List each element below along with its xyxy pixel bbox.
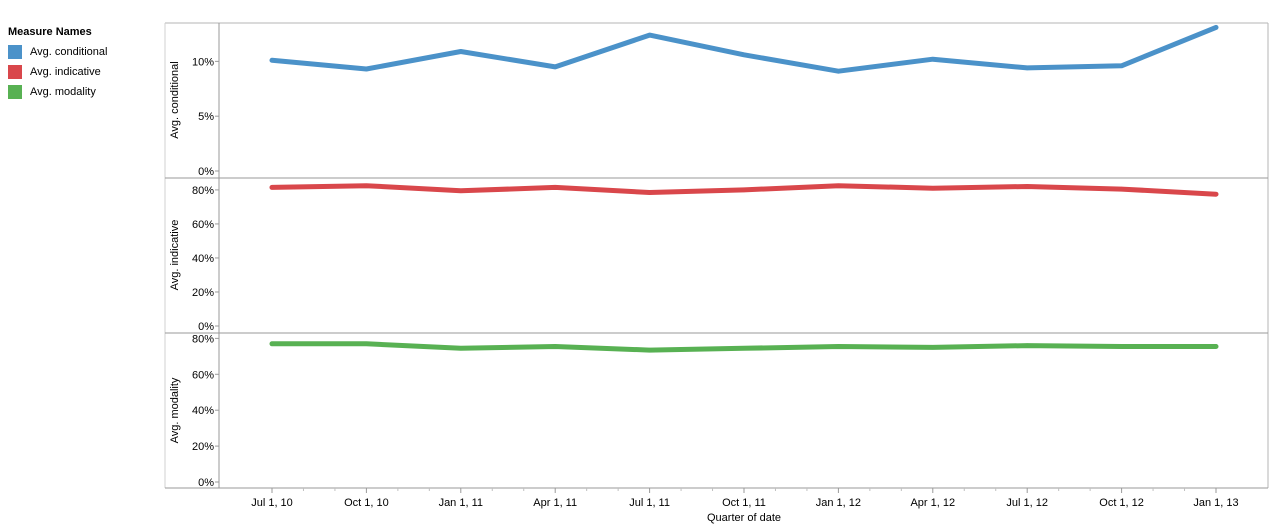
x-tick-label: Oct 1, 12 — [1099, 497, 1144, 509]
data-point-indicative — [836, 183, 841, 188]
y-tick-label-modality: 0% — [198, 477, 214, 489]
y-tick-label-conditional: 10% — [192, 56, 214, 68]
x-tick-label: Oct 1, 11 — [722, 497, 766, 509]
data-point-indicative — [364, 183, 369, 188]
y-tick-label-indicative: 0% — [198, 321, 214, 333]
legend-swatch-indicative — [8, 65, 22, 79]
data-point-indicative — [930, 186, 935, 191]
legend-swatch-conditional — [8, 45, 22, 59]
legend-label-conditional: Avg. conditional — [30, 46, 108, 58]
data-point-indicative — [1213, 191, 1219, 197]
data-point-indicative — [458, 188, 463, 193]
data-point-conditional — [1119, 63, 1124, 68]
x-tick-label: Oct 1, 10 — [344, 497, 389, 509]
y-tick-label-indicative: 40% — [192, 253, 214, 265]
data-point-modality — [930, 345, 935, 350]
legend-label-modality: Avg. modality — [30, 86, 96, 98]
x-tick-label: Jul 1, 10 — [251, 497, 293, 509]
x-tick-label: Jul 1, 12 — [1006, 497, 1048, 509]
y-tick-label-indicative: 20% — [192, 287, 214, 299]
pane-indicative: 0% 20% 40% 60% 80% Avg. indicative — [165, 177, 1268, 333]
data-point-modality — [269, 341, 275, 346]
y-tick-label-indicative: 80% — [192, 185, 214, 197]
data-point-modality — [1119, 344, 1124, 349]
y-tick-label-modality: 40% — [192, 405, 214, 417]
x-tick-label: Jan 1, 11 — [439, 497, 483, 509]
data-point-conditional — [553, 64, 558, 70]
y-tick-label-indicative: 60% — [192, 219, 214, 231]
data-point-conditional — [647, 32, 652, 38]
data-point-modality — [741, 346, 747, 351]
data-point-indicative — [741, 187, 747, 193]
x-tick-label: Apr 1, 12 — [910, 497, 955, 509]
data-point-conditional — [458, 49, 463, 54]
data-point-conditional — [741, 52, 747, 57]
data-point-modality — [836, 344, 841, 349]
data-point-modality — [364, 341, 369, 346]
data-point-modality — [1025, 343, 1030, 348]
data-point-indicative — [1025, 184, 1030, 189]
legend-item-conditional[interactable]: Avg. conditional — [8, 42, 158, 62]
data-point-indicative — [647, 190, 652, 195]
y-tick-label-conditional: 5% — [198, 111, 214, 123]
y-axis-title-conditional: Avg. conditional — [169, 61, 181, 138]
data-point-conditional — [930, 56, 935, 62]
y-tick-label-modality: 80% — [192, 333, 214, 345]
legend-title: Measure Names — [8, 26, 92, 38]
pane-conditional: 0% 5% 10% Avg. conditional — [169, 24, 1219, 178]
data-point-indicative — [553, 185, 558, 190]
y-tick-label-conditional: 0% — [198, 166, 214, 178]
data-point-conditional — [364, 66, 369, 72]
data-point-modality — [458, 346, 463, 351]
legend-item-indicative[interactable]: Avg. indicative — [8, 62, 158, 82]
y-tick-label-modality: 20% — [192, 441, 214, 453]
y-axis-title-indicative: Avg. indicative — [169, 220, 181, 291]
x-axis-title: Quarter of date — [707, 512, 781, 524]
series-line-conditional — [269, 24, 1219, 74]
data-point-conditional — [1025, 65, 1030, 71]
data-point-conditional — [1213, 25, 1219, 30]
data-point-indicative — [269, 185, 275, 190]
data-point-conditional — [836, 69, 841, 74]
data-point-indicative — [1119, 186, 1124, 192]
data-point-modality — [647, 347, 652, 353]
data-point-conditional — [269, 58, 275, 63]
x-tick-label: Jan 1, 13 — [1193, 497, 1238, 509]
data-point-modality — [1213, 344, 1219, 349]
y-tick-label-modality: 60% — [192, 369, 214, 381]
legend: Measure Names Avg. conditional Avg. indi… — [8, 26, 158, 102]
legend-swatch-modality — [8, 85, 22, 99]
legend-item-modality[interactable]: Avg. modality — [8, 82, 158, 102]
x-tick-label: Apr 1, 11 — [533, 497, 577, 509]
y-axis-title-modality: Avg. modality — [169, 377, 181, 443]
x-tick-label: Jan 1, 12 — [816, 497, 861, 509]
x-tick-label: Jul 1, 11 — [629, 497, 670, 509]
data-point-modality — [553, 344, 558, 349]
legend-label-indicative: Avg. indicative — [30, 66, 101, 78]
pane-modality: 0% 20% 40% 60% 80% Avg. modality — [165, 332, 1268, 489]
